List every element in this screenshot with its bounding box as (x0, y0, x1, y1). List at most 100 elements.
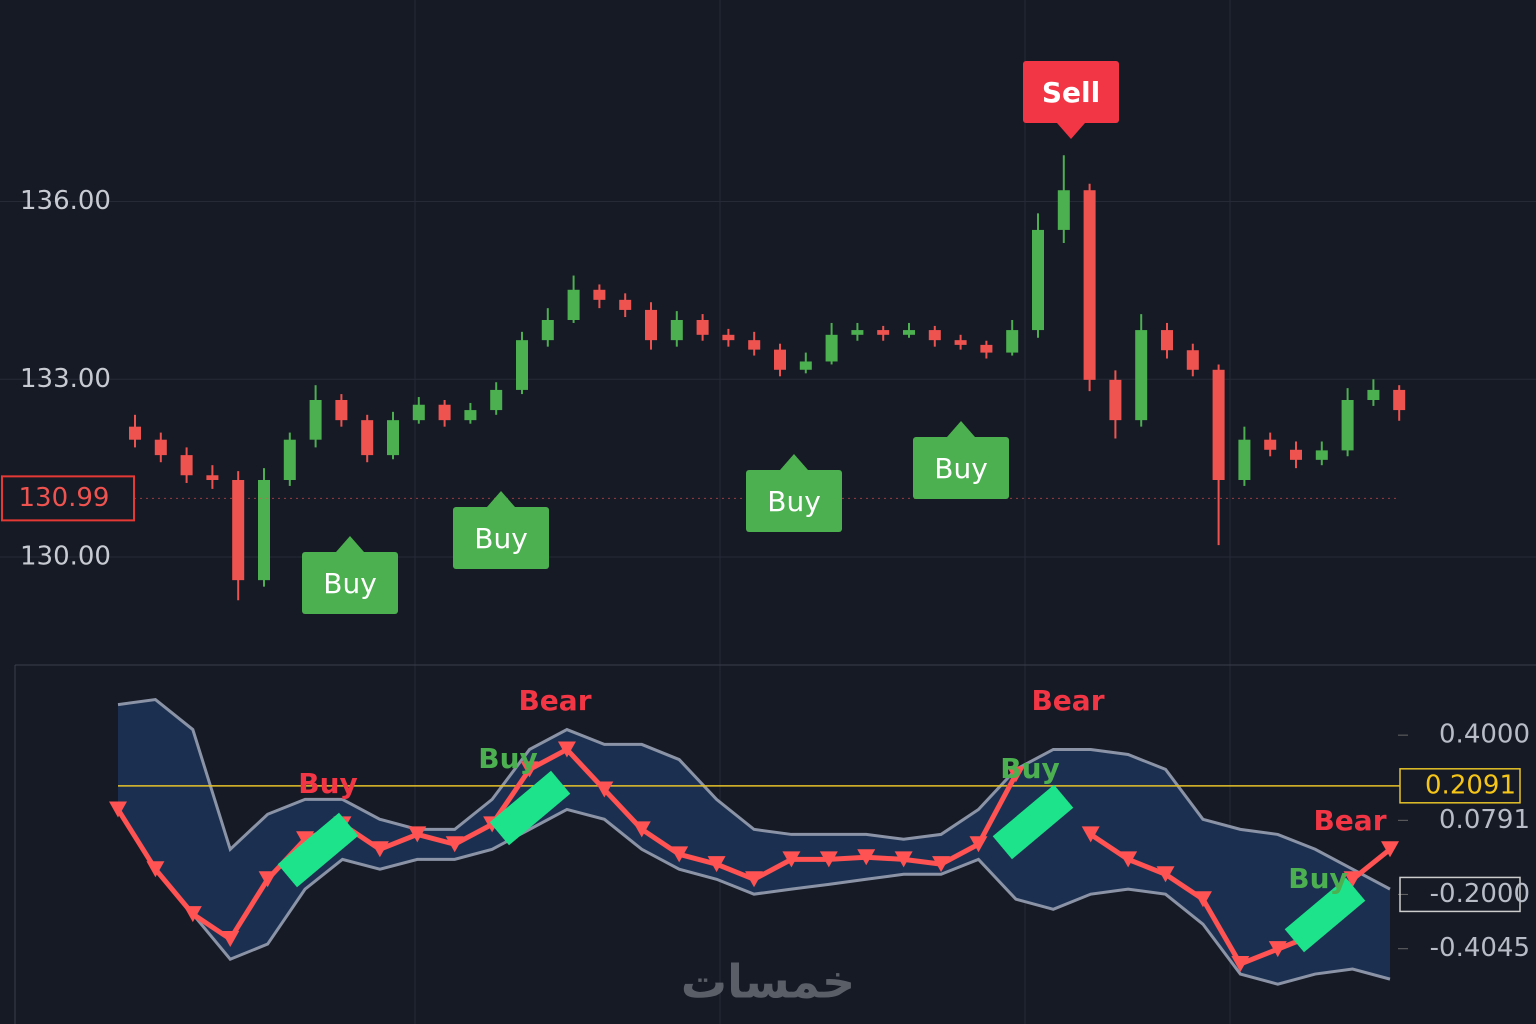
candle-body (1341, 400, 1354, 451)
signal-pointer (487, 491, 515, 507)
y-tick-label: 133.00 (20, 364, 111, 394)
candle-body (1161, 330, 1173, 351)
candle-body (567, 289, 580, 320)
signal-label: Sell (1042, 76, 1100, 109)
signal-label: Buy (478, 742, 538, 775)
triangle-marker (520, 761, 539, 778)
signal-box (453, 507, 549, 569)
candle-body (387, 420, 399, 456)
triangle-marker (894, 851, 913, 868)
signal-label: Bear (1313, 804, 1386, 837)
signal-pointer (1057, 123, 1085, 139)
signal-label: Buy (934, 452, 988, 485)
candle-body (1135, 330, 1148, 421)
signal-label: Buy (323, 567, 377, 600)
candle-body (1083, 190, 1096, 380)
candle-body (928, 330, 941, 341)
candle-body (722, 334, 735, 341)
candle-body (1238, 439, 1251, 480)
candle-body (1109, 379, 1122, 421)
signal-box (302, 552, 398, 614)
triangle-marker (745, 871, 763, 888)
candle-body (670, 320, 683, 341)
signal-pointer (336, 536, 364, 552)
candle-body (877, 330, 890, 335)
signal-highlight (992, 784, 1074, 860)
triangle-marker (1006, 766, 1025, 783)
y-tick-label: -0.4045 (1430, 933, 1530, 963)
candle-body (799, 361, 812, 370)
last-price-box (1, 475, 135, 522)
y-tick-label: 136.00 (20, 186, 111, 216)
triangle-marker (1156, 866, 1175, 883)
candle-body (258, 480, 270, 581)
signal-highlight (489, 770, 571, 846)
signal-box (913, 437, 1009, 499)
triangle-marker (258, 871, 277, 888)
candle-body (335, 400, 348, 421)
signal-box (1023, 61, 1119, 123)
signal-box (746, 470, 842, 532)
triangle-marker (1081, 826, 1100, 843)
candle-body (206, 475, 219, 480)
last-value-box (1399, 768, 1521, 804)
last-value-label: 0.2091 (1425, 770, 1516, 800)
triangle-marker (595, 781, 614, 798)
candle-body (464, 410, 477, 421)
candle-body (825, 334, 838, 362)
candle-body (309, 400, 322, 440)
candle-body (180, 455, 193, 476)
band-line (116, 807, 1391, 986)
candle-body (1264, 439, 1277, 450)
candle-body (645, 309, 657, 341)
triangle-marker (707, 856, 726, 873)
signal-label: Buy (1288, 862, 1348, 895)
triangle-marker (632, 821, 651, 838)
candle-body (1057, 190, 1070, 230)
candle-body (541, 320, 554, 341)
candle-body (129, 426, 141, 440)
triangle-marker (782, 851, 801, 868)
signal-pointer (947, 421, 975, 437)
candle-body (954, 340, 967, 345)
candle-body (283, 439, 296, 480)
signal-label: Bear (1031, 684, 1104, 717)
y-tick-label: 0.4000 (1439, 720, 1530, 750)
triangle-marker (183, 906, 202, 923)
triangle-marker (670, 846, 689, 863)
signal-highlight (277, 812, 359, 888)
last-price-label: 130.99 (19, 483, 110, 513)
candle-body (232, 480, 245, 581)
candle-body (1186, 350, 1199, 370)
triangle-marker (146, 861, 165, 878)
triangle-marker (370, 841, 389, 858)
oscillator-panel: 0.4000 0.0791 -0.2000 -0.4045 0.2091 Buy Buy Be… (109, 684, 1530, 986)
candle-body (851, 330, 864, 335)
triangle-marker (1119, 851, 1138, 868)
triangle-marker (296, 831, 315, 848)
y-tick-label: -0.2000 (1430, 879, 1530, 909)
triangle-marker (109, 801, 127, 818)
triangle-marker (969, 836, 988, 853)
triangle-marker (221, 931, 240, 948)
candle-body (490, 389, 503, 411)
candle-body (438, 404, 451, 421)
candle-body (748, 340, 761, 350)
tick-box (1399, 876, 1521, 913)
candle-body (361, 420, 374, 456)
band-fill (118, 699, 1390, 985)
y-tick-label: 0.0791 (1439, 805, 1530, 835)
candle-body (774, 349, 786, 370)
candle-body (1315, 450, 1328, 460)
triangle-marker (557, 741, 576, 758)
triangle-marker (857, 849, 876, 866)
candle-body (1006, 330, 1019, 353)
candle-body (1032, 229, 1044, 331)
candle-body (1212, 369, 1225, 480)
candle-body (593, 289, 606, 300)
signal-label: Buy (298, 767, 358, 800)
signal-label: Bear (518, 684, 591, 717)
candle-body (516, 340, 528, 390)
candle-body (154, 439, 167, 456)
